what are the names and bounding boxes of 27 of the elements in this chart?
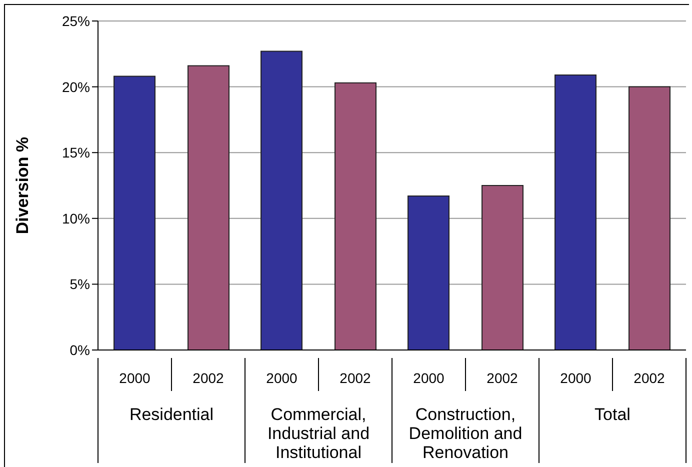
x-tick-label: Residential [129, 405, 214, 424]
text: 2000 [413, 370, 444, 386]
x-tick-label: Commercial, Industrial and Institutional [267, 405, 370, 462]
bar [554, 74, 596, 350]
bar [408, 196, 450, 350]
bar [628, 86, 670, 350]
x-tick-label: Total [594, 405, 630, 424]
y-tick-label: 15% [62, 144, 90, 161]
bar [188, 65, 230, 350]
y-tick-label: 10% [62, 210, 90, 226]
series-label: 2000 [119, 370, 151, 386]
x-tick-label: Construction, Demolition and Renovation [408, 405, 522, 462]
y-tick-label: 25% [62, 12, 90, 29]
y-tick-label: 20% [62, 78, 90, 95]
y-axis-title: Diversion % [13, 136, 32, 234]
text: 2000 [560, 370, 592, 386]
bar [114, 76, 156, 350]
bar [334, 82, 376, 350]
text: 2002 [340, 370, 371, 386]
series-label: 2002 [192, 370, 224, 386]
text: 2002 [486, 370, 518, 386]
bar [260, 50, 302, 350]
y-tick-label: 0% [70, 342, 90, 358]
text: 2002 [634, 370, 665, 386]
text: 2000 [266, 370, 298, 386]
bar [482, 185, 524, 350]
y-tick-label: 5% [70, 276, 90, 292]
